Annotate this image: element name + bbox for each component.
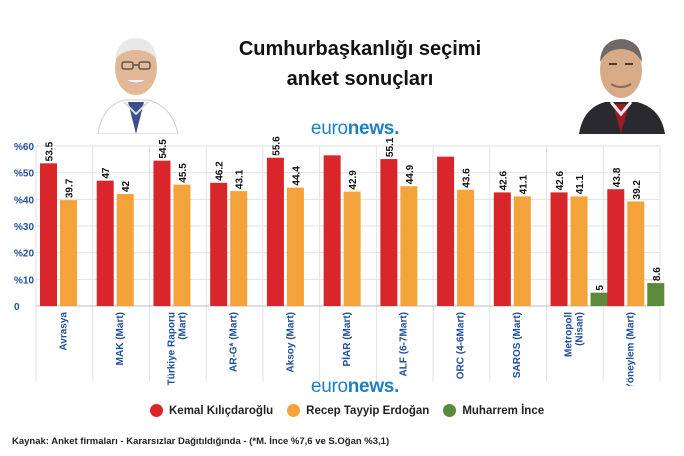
data-label: 42 — [121, 180, 132, 192]
bar-chart: %60 %50 %40 %30 %20 %10 0 53.5 39.7 Avrasya 47 42 MA… — [14, 136, 665, 386]
bar — [266, 157, 284, 306]
bar — [230, 191, 248, 306]
bar — [210, 182, 228, 306]
x-tick-label: SAROS (Mart) — [512, 312, 523, 378]
bar — [40, 163, 57, 306]
legend-label: Kemal Kılıçdaroğlu — [169, 404, 274, 417]
y-tick-label: %10 — [14, 275, 34, 286]
bar — [116, 194, 134, 306]
logo-prefix: euro — [310, 376, 348, 397]
euronews-logo-top: euronews. — [290, 118, 420, 140]
bar — [570, 196, 588, 306]
data-label: 43.6 — [462, 168, 473, 188]
bar — [457, 189, 475, 306]
bar — [286, 187, 304, 306]
legend-item-erdogan: Recep Tayyip Erdoğan — [287, 404, 429, 417]
y-tick-label: %40 — [14, 195, 34, 206]
bar — [437, 156, 455, 306]
legend-label: Recep Tayyip Erdoğan — [306, 404, 430, 417]
bar — [96, 180, 114, 306]
x-tick-label: Türkiye Raporu — [166, 312, 177, 385]
bar — [493, 192, 511, 306]
data-label: 42.6 — [498, 170, 509, 190]
data-label: 41.1 — [575, 174, 586, 194]
chart-legend: Kemal Kılıçdaroğlu Recep Tayyip Erdoğan … — [150, 404, 544, 417]
data-label: 55.1 — [385, 137, 396, 157]
y-tick-label: %20 — [14, 249, 34, 260]
chart-title: Cumhurbaşkanlığı seçimi anket sonuçları — [200, 34, 520, 94]
bar — [400, 186, 418, 306]
x-tick-label: (Mart) — [177, 312, 188, 340]
x-tick-label: Aksoy (Mart) — [285, 312, 296, 373]
legend-item-kilicdaroglu: Kemal Kılıçdaroğlu — [150, 404, 273, 417]
x-tick-label: Yöneylem (Mart) — [626, 312, 637, 386]
y-tick-label: %30 — [14, 222, 34, 233]
title-line-1: Cumhurbaşkanlığı seçimi — [238, 38, 482, 60]
bar — [647, 283, 665, 306]
logo-dot: . — [394, 118, 400, 139]
euronews-logo-bottom: euronews. — [290, 376, 420, 398]
data-label: 42.9 — [348, 170, 359, 190]
x-tick-label: MAK (Mart) — [115, 312, 126, 365]
legend-marker — [150, 404, 163, 417]
x-tick-label: Avrasya — [58, 312, 69, 351]
logo-prefix: euro — [310, 118, 348, 139]
bar — [173, 184, 191, 306]
legend-label: Muharrem İnce — [462, 404, 545, 417]
x-tick-label: (Nisan) — [574, 312, 585, 346]
data-label: 46.2 — [215, 161, 226, 181]
x-tick-label: ALF (6-7Mart) — [399, 312, 410, 376]
legend-marker — [443, 404, 457, 417]
data-label: 39.2 — [632, 180, 643, 200]
data-label: 43.1 — [235, 169, 246, 189]
data-label: 44.9 — [405, 164, 416, 184]
y-tick-label: %60 — [14, 142, 34, 153]
y-tick-label: %50 — [14, 169, 34, 180]
logo-suffix: news — [347, 376, 395, 397]
legend-marker — [287, 404, 301, 417]
bar — [343, 191, 361, 306]
bar — [607, 189, 625, 306]
candidate-portrait-right — [575, 22, 667, 134]
data-label: 41.1 — [518, 174, 529, 194]
logo-dot: . — [394, 376, 400, 397]
x-tick-label: Metropoll — [563, 312, 574, 357]
y-tick-label: 0 — [14, 302, 20, 313]
bar — [60, 200, 77, 306]
logo-suffix: news — [347, 118, 395, 139]
bar — [590, 292, 608, 306]
data-label: 8.6 — [652, 267, 663, 281]
data-label: 43.8 — [612, 167, 623, 187]
data-label: 44.4 — [291, 166, 302, 186]
data-label: 42.6 — [555, 170, 566, 190]
x-tick-label: ORC (4-6Mart) — [455, 312, 466, 379]
x-tick-label: PİAR (Mart) — [340, 312, 353, 366]
bar — [627, 201, 645, 306]
bar — [550, 192, 568, 306]
data-label: 45.5 — [178, 163, 189, 183]
x-tick-label: AR-G* (Mart) — [229, 312, 240, 372]
bar — [323, 155, 341, 306]
data-label: 53.5 — [45, 141, 56, 161]
data-label: 54.5 — [158, 139, 169, 159]
source-note: Kaynak: Anket firmaları - Kararsızlar Da… — [12, 436, 390, 447]
data-label: 55.6 — [271, 136, 282, 156]
legend-item-ince: Muharrem İnce — [443, 404, 544, 417]
candidate-portrait-left — [88, 22, 184, 134]
data-label: 5 — [595, 285, 606, 291]
bar — [153, 160, 171, 306]
bar — [380, 159, 398, 306]
title-line-2: anket sonuçları — [286, 68, 434, 90]
data-label: 47 — [101, 167, 112, 179]
data-label: 39.7 — [65, 178, 76, 198]
bar — [513, 196, 531, 306]
